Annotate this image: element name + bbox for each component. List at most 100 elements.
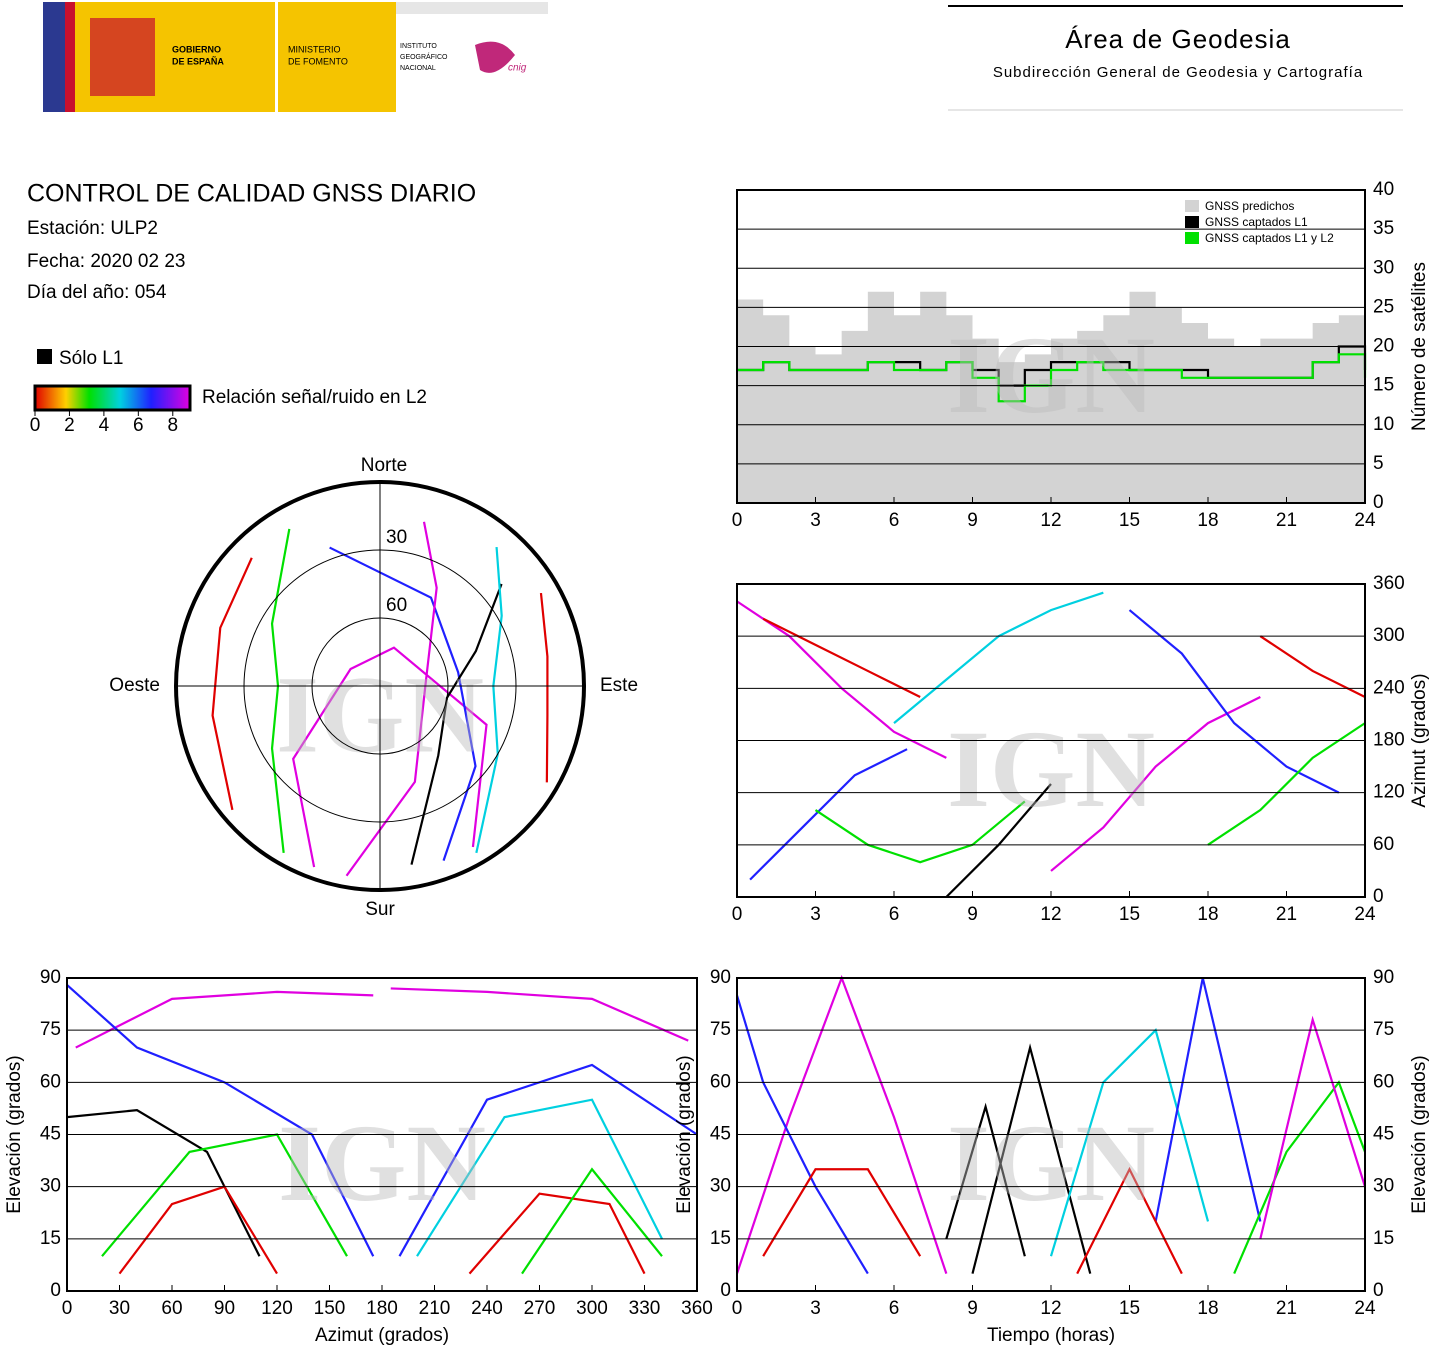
x-tick-label: 3 — [810, 510, 821, 531]
y-tick-label: 20 — [1373, 336, 1394, 357]
track — [75, 990, 374, 1049]
direction-label: Norte — [361, 455, 407, 476]
y-tick-label: 60 — [1373, 834, 1394, 855]
x-tick-label: 18 — [1197, 510, 1218, 531]
watermark: IGN — [947, 708, 1155, 830]
snr-label: Relación señal/ruido en L2 — [202, 387, 427, 408]
track — [66, 1109, 261, 1257]
y-tick-label: 35 — [1373, 218, 1394, 239]
day-of-year: Día del año: 054 — [27, 282, 167, 303]
logo-text: INSTITUTO — [400, 43, 437, 50]
watermark: IGN — [947, 1102, 1155, 1224]
x-tick-label: 9 — [967, 1298, 978, 1319]
y-tick-label: 15 — [1373, 375, 1394, 396]
logo-text: MINISTERIO — [288, 44, 341, 54]
x-tick-label: 240 — [471, 1298, 503, 1319]
y-tick-label: 30 — [1373, 1176, 1394, 1197]
track — [945, 1102, 1026, 1257]
track — [762, 617, 921, 699]
x-tick-label: 24 — [1354, 1298, 1376, 1319]
x-tick-label: 3 — [810, 904, 821, 925]
x-tick-label: 18 — [1197, 1298, 1218, 1319]
x-axis-label: Tiempo (horas) — [987, 1325, 1115, 1346]
direction-label: Oeste — [109, 675, 160, 696]
y-tick-label: 240 — [1373, 677, 1405, 698]
y-tick-label: 180 — [1373, 730, 1405, 751]
x-tick-label: 15 — [1119, 510, 1140, 531]
legend-label: GNSS captados L1 — [1205, 215, 1308, 229]
x-tick-label: 180 — [366, 1298, 398, 1319]
x-tick-label: 18 — [1197, 904, 1218, 925]
x-tick-label: 0 — [732, 510, 743, 531]
x-tick-label: 15 — [1119, 904, 1140, 925]
snr-colorbar — [33, 384, 192, 412]
y-tick-label: 60 — [710, 1071, 731, 1092]
track — [101, 1133, 348, 1257]
x-tick-label: 330 — [629, 1298, 661, 1319]
x-tick-label: 300 — [576, 1298, 608, 1319]
logo-block: GOBIERNO DE ESPAÑA MINISTERIO DE FOMENTO… — [43, 2, 548, 112]
y-tick-label: 25 — [1373, 296, 1394, 317]
sky-frame — [174, 480, 586, 892]
x-tick-label: 3 — [810, 1298, 821, 1319]
y-tick-label: 90 — [710, 967, 731, 988]
y-tick-label: 60 — [40, 1071, 61, 1092]
x-tick-label: 12 — [1040, 510, 1061, 531]
colorbar-tick-label: 2 — [64, 415, 75, 436]
y-axis-label: Número de satélites — [1409, 262, 1430, 431]
x-axis-label: Azimut (grados) — [315, 1325, 449, 1346]
x-tick-label: 60 — [161, 1298, 182, 1319]
report-title: CONTROL DE CALIDAD GNSS DIARIO — [27, 180, 476, 208]
plot-frame — [736, 189, 1366, 504]
track — [1050, 696, 1261, 872]
sky-track — [292, 646, 488, 868]
y-tick-label: 0 — [1373, 492, 1384, 513]
y-tick-label: 90 — [1373, 967, 1394, 988]
area — [737, 291, 1365, 503]
plot-frame — [736, 977, 1366, 1292]
x-tick-label: 12 — [1040, 904, 1061, 925]
x-tick-label: 6 — [889, 1298, 900, 1319]
x-tick-label: 210 — [419, 1298, 451, 1319]
legend-label: GNSS predichos — [1205, 199, 1294, 213]
logo-text: DE ESPAÑA — [172, 56, 224, 66]
x-tick-label: 270 — [524, 1298, 556, 1319]
track — [749, 748, 908, 881]
x-tick-label: 0 — [732, 904, 743, 925]
logo-text: GEOGRÁFICO — [400, 52, 448, 61]
area-title: Área de Geodesia — [1065, 24, 1291, 54]
y-tick-label: 0 — [1373, 1280, 1384, 1301]
y-tick-label: 0 — [1373, 886, 1384, 907]
x-tick-label: 30 — [109, 1298, 130, 1319]
x-tick-label: 24 — [1354, 510, 1376, 531]
x-tick-label: 21 — [1276, 904, 1297, 925]
y-tick-label: 360 — [1373, 573, 1405, 594]
plot-frame — [736, 583, 1366, 898]
elevation-ring — [311, 617, 449, 755]
x-tick-label: 15 — [1119, 1298, 1140, 1319]
y-tick-label: 60 — [1373, 1071, 1394, 1092]
legend-swatch — [1185, 216, 1199, 228]
y-tick-label: 45 — [1373, 1124, 1394, 1145]
area-subtitle: Subdirección General de Geodesia y Carto… — [993, 64, 1363, 81]
x-tick-label: 6 — [889, 904, 900, 925]
track — [390, 987, 689, 1042]
logo-text: NACIONAL — [400, 65, 436, 72]
y-tick-label: 10 — [1373, 414, 1394, 435]
y-tick-label: 0 — [50, 1280, 61, 1301]
watermark: IGN — [278, 1102, 486, 1224]
x-tick-label: 120 — [261, 1298, 293, 1319]
x-tick-label: 9 — [967, 510, 978, 531]
y-tick-label: 120 — [1373, 782, 1405, 803]
x-tick-label: 24 — [1354, 904, 1376, 925]
y-tick-label: 75 — [40, 1019, 61, 1040]
y-tick-label: 45 — [710, 1124, 731, 1145]
y-tick-label: 300 — [1373, 625, 1405, 646]
x-tick-label: 9 — [967, 904, 978, 925]
plot-frame — [66, 977, 698, 1292]
direction-label: Este — [600, 675, 638, 696]
logo-text: cnig — [508, 63, 527, 74]
x-tick-label: 21 — [1276, 1298, 1297, 1319]
